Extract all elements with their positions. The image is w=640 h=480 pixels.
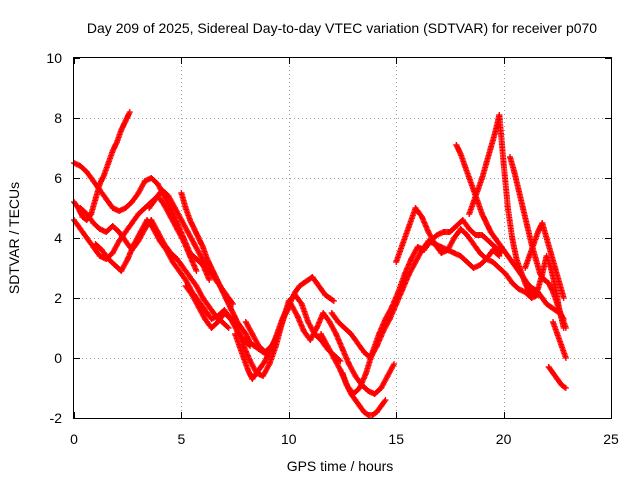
data-points	[71, 109, 569, 418]
y-tick-label: 0	[54, 350, 62, 366]
series-sat-q	[507, 154, 569, 331]
y-axis-label: SDTVAR / TECUs	[6, 182, 22, 294]
y-tick-labels: -2 0 2 4 6 8 10	[46, 50, 62, 426]
series-track	[522, 220, 567, 300]
series-track	[393, 205, 540, 301]
y-tick-label: 6	[54, 170, 62, 186]
x-tick-label: 15	[388, 431, 404, 447]
series-sat-j	[242, 301, 398, 397]
x-tick-label: 10	[281, 431, 297, 447]
y-tick-label: 4	[54, 230, 62, 246]
series-track	[328, 238, 502, 361]
series-track	[550, 319, 569, 360]
x-tick-label: 20	[496, 431, 512, 447]
series-sat-r	[522, 220, 567, 301]
chart-title: Day 209 of 2025, Sidereal Day-to-day VTE…	[87, 20, 597, 36]
series-track	[507, 154, 569, 330]
series-track	[178, 190, 270, 358]
series-track	[242, 301, 397, 397]
x-tick-label: 5	[178, 431, 186, 447]
y-tick-label: 2	[54, 290, 62, 306]
series-sat-s	[545, 364, 569, 391]
y-tick-label: 8	[54, 110, 62, 126]
plot-frame	[73, 57, 612, 419]
x-tick-label: 25	[603, 431, 619, 447]
series-sat-t	[550, 319, 569, 361]
y-tick-label: -2	[50, 410, 63, 426]
series-sat-m	[339, 370, 389, 418]
axis-ticks	[74, 58, 612, 419]
series-sat-n	[393, 205, 541, 301]
series-sat-p	[466, 112, 567, 331]
series-sat-g	[178, 190, 271, 358]
series-track	[545, 364, 568, 391]
series-track	[466, 112, 567, 330]
series-track	[339, 370, 388, 418]
x-tick-label: 0	[70, 431, 78, 447]
series-sat-l	[328, 238, 503, 361]
series-sat-k	[318, 217, 505, 397]
x-tick-labels: 0 5 10 15 20 25	[70, 431, 619, 447]
x-axis-label: GPS time / hours	[287, 458, 394, 474]
grid-lines	[74, 58, 611, 418]
y-tick-label: 10	[46, 50, 62, 66]
